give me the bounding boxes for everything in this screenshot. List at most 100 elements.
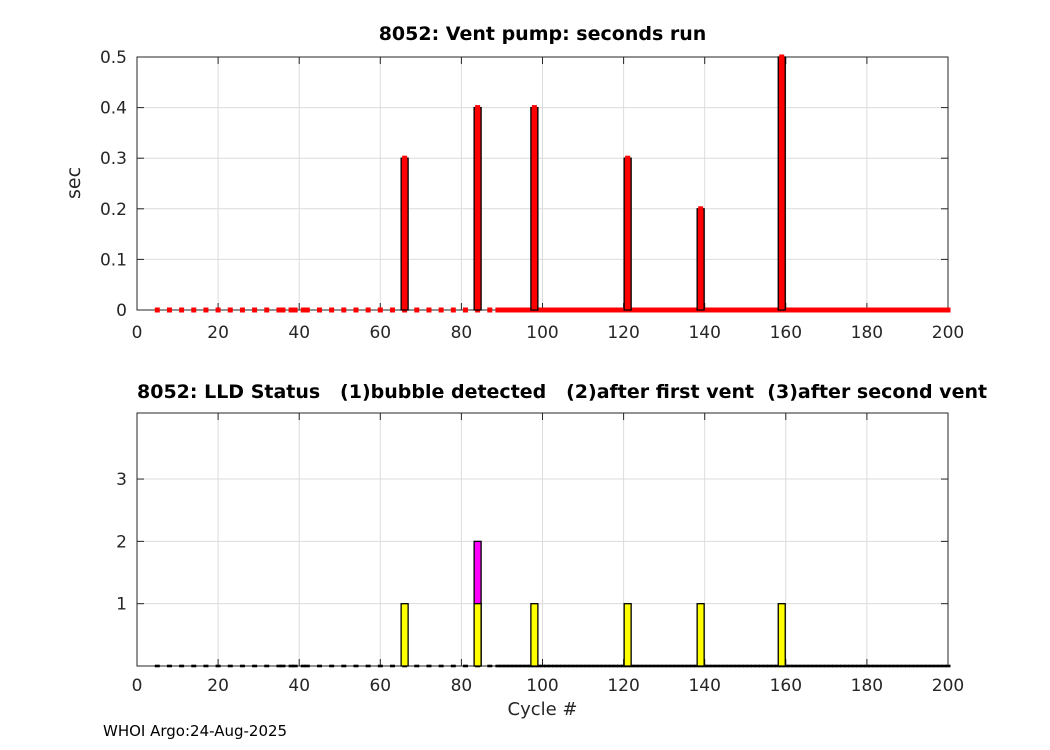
- zero-marker: [556, 664, 562, 668]
- zero-marker: [767, 307, 773, 313]
- zero-marker: [572, 307, 578, 313]
- zero-marker: [714, 664, 720, 668]
- zero-marker: [576, 307, 582, 313]
- zero-marker: [280, 664, 286, 668]
- zero-marker: [316, 307, 322, 313]
- zero-marker: [507, 307, 513, 313]
- zero-marker: [685, 664, 691, 668]
- zero-marker: [840, 307, 846, 313]
- zero-marker: [864, 307, 870, 313]
- zero-marker: [426, 307, 432, 313]
- zero-marker: [685, 307, 691, 313]
- x-tick-label: 0: [132, 323, 143, 343]
- zero-marker: [718, 307, 724, 313]
- y-tick-label: 0: [116, 301, 127, 321]
- x-tick-label: 200: [932, 676, 964, 696]
- zero-marker: [239, 307, 245, 313]
- zero-marker: [909, 664, 915, 668]
- zero-marker: [264, 307, 270, 313]
- zero-marker: [669, 664, 675, 668]
- zero-marker: [937, 307, 943, 313]
- zero-marker: [710, 664, 716, 668]
- zero-marker: [819, 664, 825, 668]
- zero-marker: [734, 664, 740, 668]
- zero-marker: [637, 664, 643, 668]
- zero-marker: [722, 307, 728, 313]
- zero-marker: [592, 307, 598, 313]
- zero-marker: [876, 307, 882, 313]
- zero-marker: [925, 307, 931, 313]
- zero-marker: [154, 664, 160, 668]
- zero-marker: [868, 307, 874, 313]
- zero-marker: [880, 664, 886, 668]
- zero-marker: [669, 307, 675, 313]
- zero-marker: [300, 664, 306, 668]
- zero-marker: [795, 664, 801, 668]
- x-tick-label: 40: [288, 676, 310, 696]
- zero-marker: [734, 307, 740, 313]
- zero-marker: [819, 307, 825, 313]
- zero-marker: [706, 664, 712, 668]
- zero-marker: [872, 307, 878, 313]
- y-tick-label: 1: [116, 595, 127, 615]
- zero-marker: [637, 307, 643, 313]
- y-tick-label: 2: [116, 532, 127, 552]
- zero-marker: [568, 307, 574, 313]
- zero-marker: [499, 664, 505, 668]
- zero-marker: [540, 307, 545, 313]
- zero-marker: [560, 664, 566, 668]
- lld-1-bubble-detected-bar: [473, 603, 482, 667]
- x-tick-label: 200: [932, 323, 964, 343]
- zero-marker: [933, 664, 939, 668]
- zero-marker: [690, 664, 696, 668]
- zero-marker: [495, 664, 501, 668]
- zero-marker: [836, 664, 842, 668]
- zero-marker: [730, 307, 736, 313]
- zero-marker: [377, 307, 383, 313]
- zero-marker: [544, 664, 550, 668]
- zero-marker: [612, 664, 618, 668]
- zero-marker: [913, 664, 919, 668]
- zero-marker: [252, 307, 258, 313]
- y-tick-label: 0.2: [100, 200, 127, 220]
- zero-marker: [511, 307, 517, 313]
- vent-pump-seconds-bar: [400, 157, 409, 311]
- zero-marker: [795, 307, 801, 313]
- zero-marker: [811, 664, 817, 668]
- zero-marker: [665, 307, 671, 313]
- zero-marker: [844, 664, 850, 668]
- zero-marker: [746, 664, 752, 668]
- vent-pump-seconds-top-marker: [779, 54, 785, 60]
- zero-marker: [836, 307, 842, 313]
- y-tick-label: 0.3: [100, 149, 127, 169]
- y-tick-label: 0.1: [100, 250, 127, 270]
- zero-marker: [438, 664, 444, 668]
- zero-marker: [763, 307, 769, 313]
- zero-marker: [827, 307, 833, 313]
- zero-marker: [929, 664, 935, 668]
- zero-marker: [288, 664, 294, 668]
- x-tick-label: 60: [369, 676, 391, 696]
- zero-marker: [215, 307, 221, 313]
- x-tick-label: 120: [607, 323, 639, 343]
- zero-marker: [649, 307, 655, 313]
- vent-pump-seconds-bar: [473, 106, 482, 311]
- zero-marker: [552, 307, 558, 313]
- zero-marker: [900, 307, 906, 313]
- bottom-chart-title: 8052: LLD Status (1)bubble detected (2)a…: [137, 381, 988, 403]
- zero-marker: [329, 664, 335, 668]
- zero-marker: [852, 664, 858, 668]
- zero-marker: [552, 664, 558, 668]
- zero-marker: [600, 664, 606, 668]
- zero-marker: [487, 307, 493, 313]
- zero-marker: [507, 664, 513, 668]
- zero-marker: [856, 664, 862, 668]
- bottom-chart-xlabel: Cycle #: [507, 699, 578, 720]
- zero-marker: [544, 307, 550, 313]
- zero-marker: [365, 664, 371, 668]
- zero-marker: [548, 307, 554, 313]
- zero-marker: [657, 664, 663, 668]
- zero-marker: [154, 307, 160, 313]
- zero-marker: [681, 307, 687, 313]
- zero-marker: [742, 307, 748, 313]
